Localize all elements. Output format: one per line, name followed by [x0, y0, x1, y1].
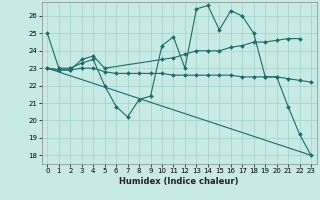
- X-axis label: Humidex (Indice chaleur): Humidex (Indice chaleur): [119, 177, 239, 186]
